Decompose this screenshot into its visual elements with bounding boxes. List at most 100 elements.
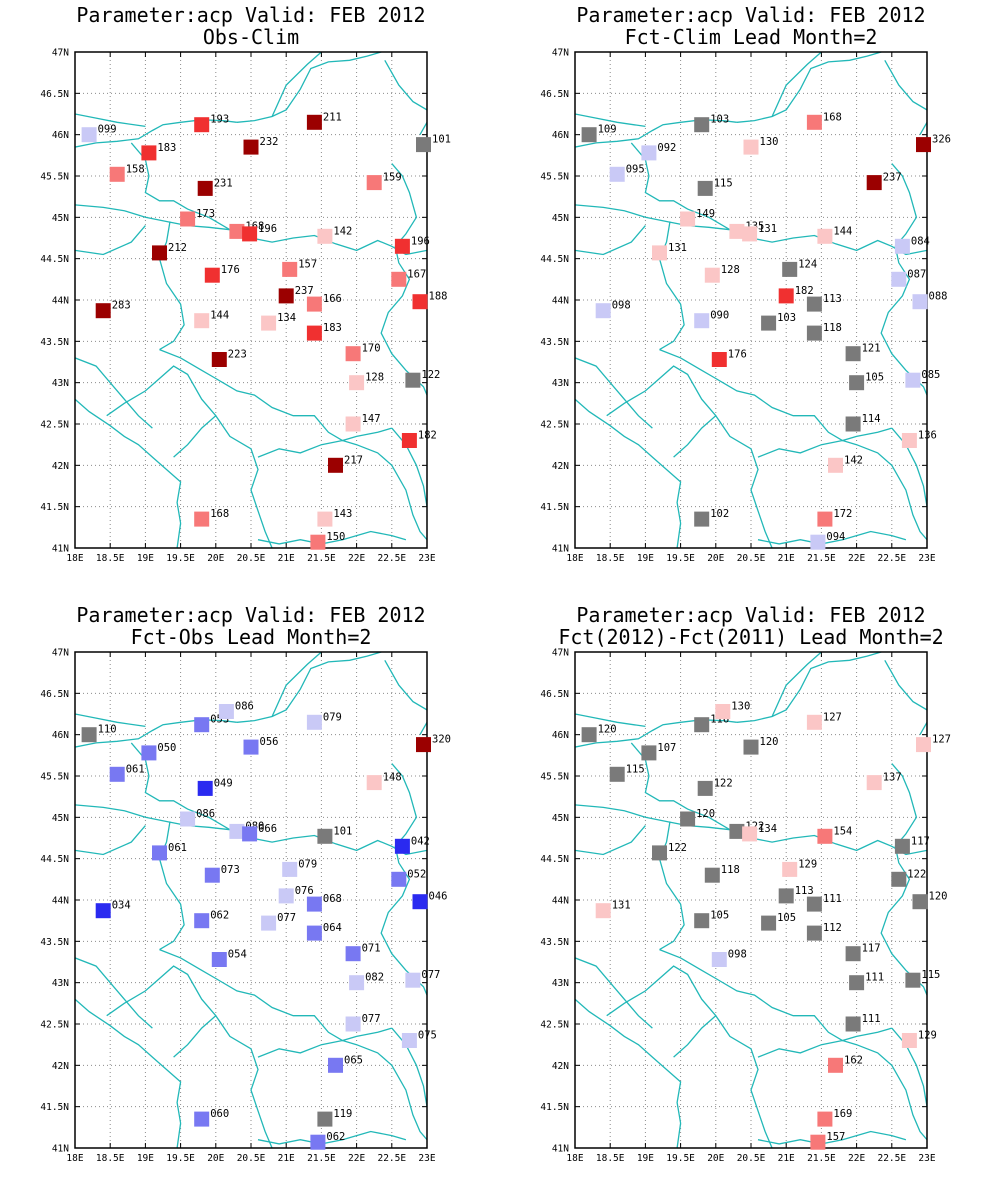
station-square	[211, 352, 227, 367]
station-square	[806, 714, 822, 730]
station-value-label: 088	[929, 291, 948, 303]
x-tick-label: 22.5E	[377, 1153, 406, 1164]
station-square	[416, 737, 431, 753]
station-square	[401, 433, 417, 448]
border-line	[271, 652, 322, 717]
y-tick-label: 41.5N	[540, 1102, 569, 1113]
x-tick-label: 20.5E	[737, 1153, 766, 1164]
x-tick-label: 20.5E	[237, 553, 266, 564]
border-line	[757, 1039, 927, 1141]
station-square	[261, 315, 277, 331]
station-value-label: 090	[710, 310, 729, 322]
station-square	[581, 127, 597, 143]
station-square	[743, 139, 759, 155]
border-line	[257, 1039, 427, 1141]
station-square	[345, 346, 361, 362]
station-square	[412, 894, 428, 910]
border-line	[215, 1015, 273, 1148]
border-line	[391, 1027, 427, 1107]
station-square	[694, 913, 710, 929]
station-square	[243, 139, 259, 155]
y-tick-label: 47N	[52, 48, 69, 59]
y-tick-label: 42.5N	[40, 1020, 69, 1031]
border-line	[630, 142, 927, 256]
y-tick-label: 44.5N	[40, 254, 69, 265]
station-square	[306, 325, 322, 341]
border-line	[658, 821, 685, 951]
station-value-label: 166	[323, 293, 342, 305]
y-tick-label: 44N	[552, 296, 569, 307]
station-square	[317, 828, 333, 844]
station-square	[817, 828, 833, 844]
x-tick-label: 21E	[278, 1153, 295, 1164]
station-square	[778, 288, 794, 304]
station-square	[806, 925, 822, 941]
border-line	[75, 225, 146, 256]
border-line	[575, 719, 737, 748]
station-square	[345, 1016, 361, 1032]
station-square	[394, 838, 410, 854]
station-value-label: 111	[823, 893, 842, 905]
station-value-label: 120	[760, 736, 779, 748]
station-value-label: 129	[918, 1030, 937, 1042]
station-value-label: 082	[365, 972, 384, 984]
station-value-label: 098	[728, 949, 747, 961]
y-tick-label: 41.5N	[40, 1102, 69, 1113]
x-tick-label: 18E	[566, 1153, 583, 1164]
border-line	[575, 225, 646, 256]
y-tick-label: 46N	[552, 730, 569, 741]
station-value-label: 113	[823, 293, 842, 305]
station-value-label: 054	[228, 949, 247, 961]
panel-subtitle: Fct(2012)-Fct(2011) Lead Month=2	[558, 625, 943, 649]
border-line	[380, 763, 427, 996]
station-value-label: 176	[728, 349, 747, 361]
station-square	[180, 811, 196, 827]
station-square	[817, 511, 833, 527]
y-tick-label: 42.5N	[40, 420, 69, 431]
station-value-label: 142	[844, 454, 863, 466]
station-value-label: 150	[326, 531, 345, 543]
border-line	[419, 121, 427, 136]
x-tick-label: 22.5E	[877, 1153, 906, 1164]
station-value-label: 157	[298, 258, 317, 270]
station-square	[845, 946, 861, 962]
station-value-label: 237	[295, 285, 314, 297]
border-line	[575, 825, 646, 856]
station-value-label: 105	[710, 910, 729, 922]
border-line	[236, 52, 382, 123]
station-square	[405, 372, 421, 388]
station-value-label: 131	[668, 242, 687, 254]
y-tick-label: 43.5N	[540, 937, 569, 948]
station-square	[412, 294, 428, 310]
border-line	[75, 957, 153, 1029]
station-value-label: 103	[710, 114, 729, 126]
station-value-label: 111	[862, 1013, 881, 1025]
x-tick-label: 21E	[278, 553, 295, 564]
station-value-label: 098	[612, 300, 631, 312]
station-square	[901, 1033, 917, 1048]
station-square	[694, 717, 710, 733]
x-tick-label: 22E	[348, 553, 365, 564]
x-tick-label: 19E	[137, 1153, 154, 1164]
y-tick-label: 43.5N	[40, 937, 69, 948]
y-tick-label: 47N	[552, 48, 569, 59]
station-square	[828, 1057, 843, 1073]
panel-subtitle: Fct-Clim Lead Month=2	[625, 25, 878, 49]
station-square	[109, 166, 125, 182]
station-square	[194, 1111, 210, 1127]
station-value-label: 112	[823, 922, 842, 934]
station-square	[782, 861, 798, 877]
station-value-label: 105	[777, 912, 796, 924]
station-value-label: 159	[383, 172, 402, 184]
x-tick-label: 18E	[66, 553, 83, 564]
station-value-label: 077	[362, 1013, 381, 1025]
border-line	[257, 530, 407, 545]
station-value-label: 196	[411, 235, 430, 247]
border-line	[158, 821, 185, 951]
station-value-label: 122	[714, 777, 733, 789]
y-tick-label: 44.5N	[540, 254, 569, 265]
station-square	[849, 975, 865, 991]
station-square	[729, 223, 745, 239]
border-line	[384, 659, 427, 711]
border-line	[757, 439, 927, 541]
